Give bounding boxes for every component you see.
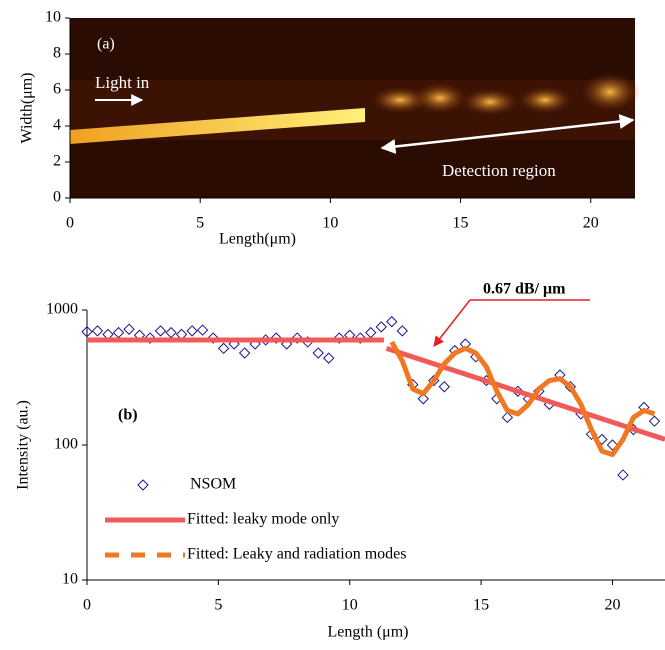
annotation: 0.67 dB/ μm	[483, 281, 566, 298]
data-point	[91, 325, 104, 337]
data-point	[154, 325, 167, 337]
data-point	[375, 321, 387, 333]
x-tick-label: 20	[604, 597, 620, 614]
data-point	[207, 332, 219, 344]
y-axis-label: Intensity (au.)	[15, 400, 32, 490]
data-point	[186, 325, 198, 337]
y-tick-label: 100	[54, 436, 78, 453]
data-point	[81, 326, 93, 338]
panel-label: (b)	[118, 407, 138, 424]
y-tick-label: 6	[53, 81, 61, 98]
x-tick-label: 15	[473, 597, 489, 614]
y-axis-label: Width(μm)	[19, 72, 36, 143]
x-tick-label: 20	[583, 215, 599, 232]
legend-marker	[137, 479, 149, 491]
data-point	[617, 469, 629, 481]
x-axis-label: Length(μm)	[219, 231, 296, 248]
data-point	[112, 326, 125, 339]
data-point	[270, 332, 282, 344]
y-tick-label: 10	[45, 9, 61, 26]
nsom-image	[70, 18, 640, 198]
legend-label: Fitted: leaky mode only	[187, 511, 339, 528]
data-point	[323, 352, 335, 364]
data-point	[501, 411, 514, 424]
data-point	[354, 332, 366, 344]
data-point	[196, 324, 209, 336]
data-point	[596, 433, 608, 446]
y-tick-label: 10	[62, 571, 78, 588]
x-tick-label: 5	[214, 597, 222, 614]
x-tick-label: 15	[453, 215, 469, 232]
data-point	[291, 332, 303, 344]
x-tick-label: 0	[66, 215, 74, 232]
y-tick-label: 2	[53, 153, 61, 170]
data-point	[365, 326, 377, 339]
data-point	[217, 342, 230, 355]
fit-line	[87, 337, 665, 442]
legend-label: Fitted: Leaky and radiation modes	[187, 546, 407, 563]
data-point	[144, 332, 156, 344]
data-point	[123, 323, 135, 335]
x-tick-label: 0	[83, 597, 91, 614]
x-tick-label: 5	[196, 215, 204, 232]
data-point	[238, 347, 251, 359]
data-point	[386, 315, 398, 328]
data-point	[606, 439, 619, 451]
data-point	[333, 332, 345, 344]
y-tick-label: 8	[53, 45, 61, 62]
x-tick-label: 10	[342, 597, 358, 614]
y-tick-label: 0	[53, 189, 61, 206]
data-point	[396, 325, 408, 337]
legend-label: NSOM	[190, 476, 236, 493]
data-point	[312, 347, 324, 359]
data-point	[417, 393, 429, 405]
fit-annotation	[433, 299, 590, 347]
fit-line	[389, 340, 656, 458]
y-tick-label: 1000	[46, 301, 78, 318]
panel-label: (a)	[97, 36, 115, 53]
data-point	[165, 326, 177, 339]
data-point	[648, 415, 661, 427]
annotation: Light in	[95, 73, 150, 92]
annotation: Detection region	[442, 161, 556, 180]
data-point	[438, 381, 451, 393]
x-tick-label: 10	[322, 215, 338, 232]
y-tick-label: 4	[53, 117, 61, 134]
x-axis-label: Length (μm)	[328, 624, 409, 641]
